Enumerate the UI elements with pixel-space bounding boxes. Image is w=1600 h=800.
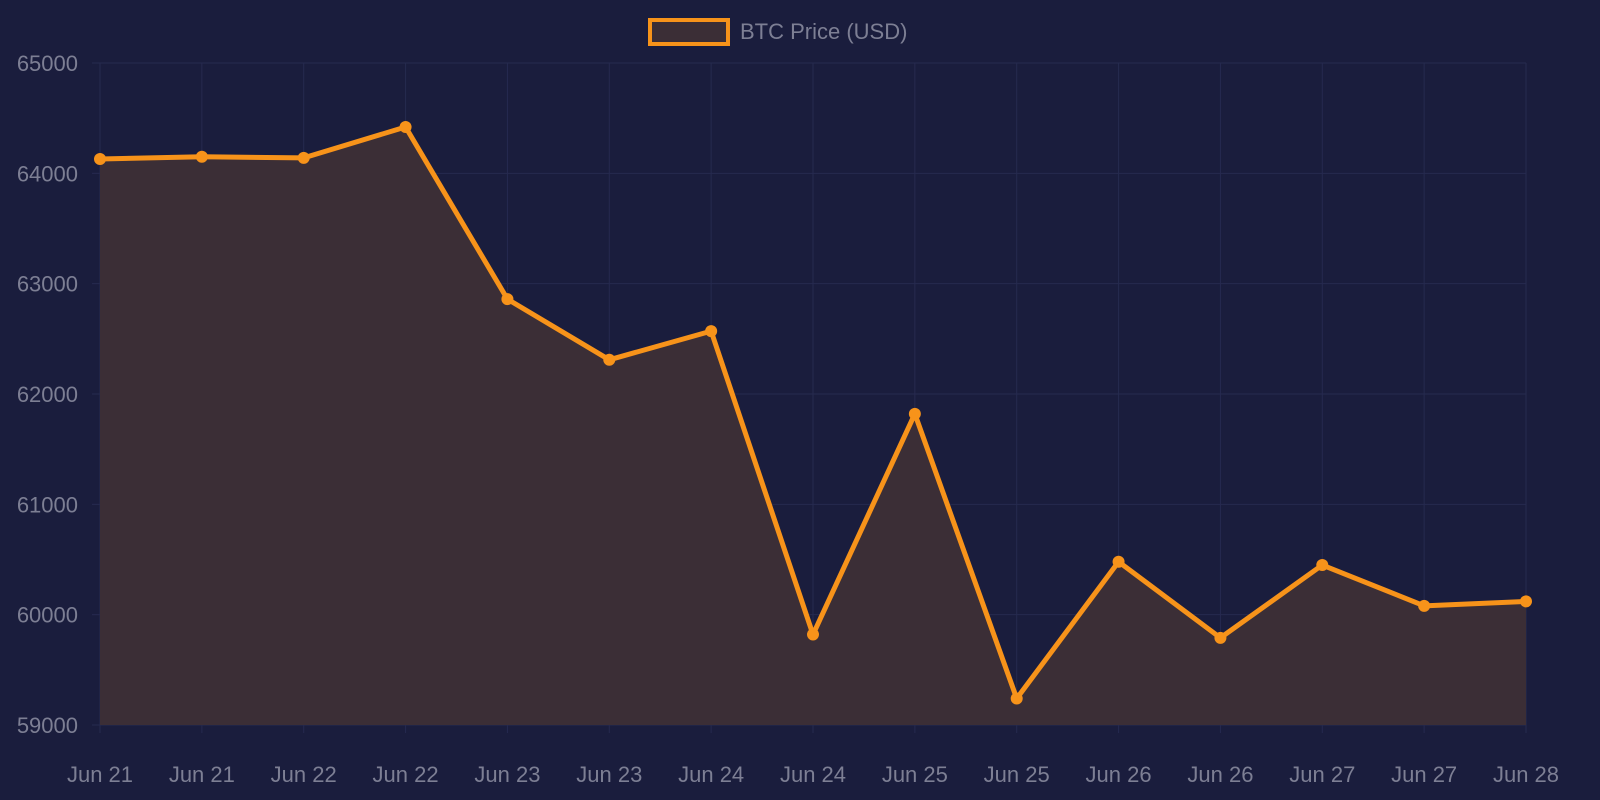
data-point[interactable] bbox=[908, 407, 921, 420]
legend-swatch[interactable] bbox=[648, 18, 730, 46]
data-point[interactable] bbox=[1520, 595, 1532, 608]
x-tick-label: Jun 22 bbox=[271, 762, 337, 787]
y-tick-label: 63000 bbox=[17, 272, 78, 297]
y-tick-label: 65000 bbox=[17, 51, 78, 76]
data-point[interactable] bbox=[1316, 559, 1329, 572]
data-point[interactable] bbox=[603, 353, 616, 366]
data-point[interactable] bbox=[501, 293, 514, 306]
x-tick-label: Jun 22 bbox=[373, 762, 439, 787]
data-point[interactable] bbox=[94, 152, 106, 165]
x-tick-label: Jun 24 bbox=[780, 762, 846, 787]
points-layer bbox=[94, 120, 1532, 705]
x-tick-label: Jun 21 bbox=[67, 762, 133, 787]
data-point[interactable] bbox=[1112, 555, 1125, 568]
y-tick-label: 64000 bbox=[17, 161, 78, 186]
y-tick-label: 61000 bbox=[17, 492, 78, 517]
area-layer bbox=[100, 126, 1526, 725]
x-tick-label: Jun 25 bbox=[882, 762, 948, 787]
data-point[interactable] bbox=[807, 628, 819, 641]
y-axis-ticks: 65000 64000 63000 62000 61000 60000 59000 bbox=[17, 51, 78, 738]
data-point[interactable] bbox=[1010, 692, 1023, 705]
x-axis-ticks: Jun 21 Jun 21 Jun 22 Jun 22 Jun 23 Jun 23 Jun … bbox=[67, 762, 1559, 787]
x-tick-label: Jun 28 bbox=[1493, 762, 1559, 787]
x-tick-label: Jun 27 bbox=[1289, 762, 1355, 787]
data-point[interactable] bbox=[399, 120, 412, 133]
y-tick-label: 59000 bbox=[17, 713, 78, 738]
x-tick-label: Jun 26 bbox=[1187, 762, 1253, 787]
y-tick-label: 62000 bbox=[17, 382, 78, 407]
x-tick-label: Jun 25 bbox=[984, 762, 1050, 787]
legend-label[interactable]: BTC Price (USD) bbox=[740, 19, 907, 44]
x-tick-label: Jun 26 bbox=[1086, 762, 1152, 787]
data-point[interactable] bbox=[1418, 599, 1431, 612]
x-tick-label: Jun 23 bbox=[576, 762, 642, 787]
y-tick-label: 60000 bbox=[17, 603, 78, 628]
series-area-fill bbox=[100, 126, 1526, 725]
x-tick-label: Jun 21 bbox=[169, 762, 235, 787]
data-point[interactable] bbox=[705, 325, 718, 338]
legend[interactable]: BTC Price (USD) bbox=[648, 18, 907, 46]
x-tick-label: Jun 23 bbox=[474, 762, 540, 787]
data-point[interactable] bbox=[1214, 631, 1227, 644]
data-point[interactable] bbox=[195, 150, 208, 163]
x-tick-label: Jun 27 bbox=[1391, 762, 1457, 787]
x-tick-label: Jun 24 bbox=[678, 762, 744, 787]
data-point[interactable] bbox=[297, 151, 310, 164]
